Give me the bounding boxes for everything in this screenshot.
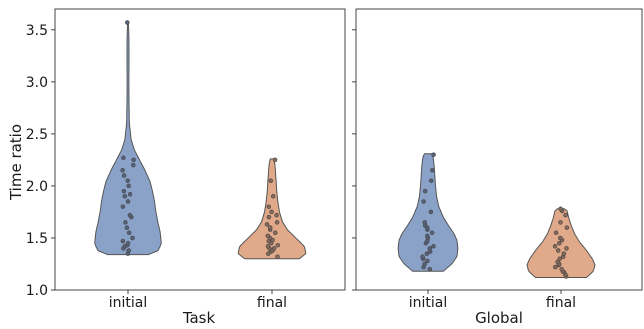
data-point [425,233,430,239]
data-point [271,246,277,251]
data-point [559,266,564,272]
data-point [557,240,562,246]
data-point [126,248,131,253]
y-axis-title: Time ratio [7,124,25,201]
y-tick-label: 3.5 [26,23,48,39]
data-point [266,214,272,220]
data-point [561,251,567,256]
data-point [130,235,135,241]
x-tick-label-final: final [257,295,287,311]
data-point [273,230,278,236]
data-point [121,173,127,178]
data-point [264,222,270,227]
data-point [274,220,280,225]
data-point [564,225,570,230]
data-point [552,244,558,249]
y-tick-label: 3.0 [26,75,48,91]
data-point [558,220,563,225]
data-point [120,168,125,173]
data-point [422,188,428,194]
data-point [123,220,128,225]
data-point [120,238,126,244]
data-point [125,20,130,25]
data-point [124,225,130,230]
panel-task: 1.0 1.5 2.0 2.5 3.0 3.5 initial final [26,8,346,311]
data-point [121,188,127,194]
data-point [270,194,276,199]
data-point [120,204,126,209]
data-point [267,225,273,230]
data-point [126,230,132,236]
data-point [555,259,560,265]
violin-final [237,158,307,260]
x-tick-label-initial: initial [109,295,148,311]
data-point [422,220,428,225]
data-point [275,254,280,259]
data-point [425,258,430,264]
violin-initial [397,153,459,272]
data-point [125,240,131,246]
data-point [122,194,128,199]
data-point [555,248,561,253]
x-axis-title-task: Task [182,309,216,327]
data-point [564,246,569,251]
data-point [563,212,568,218]
data-point [558,235,563,241]
data-point [427,266,433,272]
data-point [427,246,433,251]
y-tick-label: 2.0 [26,179,48,195]
y-tick-label: 2.5 [26,127,48,143]
data-point [126,183,131,189]
data-point [420,254,425,259]
data-point [265,244,271,249]
panel-frame [355,8,643,291]
x-tick-label-initial: initial [409,295,448,311]
data-point [558,206,563,212]
data-point [269,209,274,215]
data-point [553,264,558,270]
data-point [428,178,434,183]
data-point [430,168,435,173]
x-tick-label-final: final [546,295,576,311]
panel-frame [54,8,346,291]
data-point [268,178,274,183]
data-point [127,212,133,218]
data-point [127,192,133,197]
y-tick-label: 1.0 [26,283,48,299]
data-point [131,157,136,163]
data-point [266,204,272,209]
data-point [431,152,436,157]
data-point [421,199,426,204]
data-point [429,230,435,236]
data-point [125,199,131,204]
data-point [557,256,562,262]
violin-initial [94,22,162,256]
data-point [131,162,136,168]
data-point [274,212,279,218]
data-point [422,261,427,267]
panel-global: initial final [352,8,643,311]
x-axis-title-global: Global [475,309,523,327]
data-point [424,251,430,256]
y-tick-label: 1.5 [26,231,48,247]
data-point [431,244,436,249]
data-point [275,242,281,248]
data-point [265,233,271,239]
data-point [553,230,559,236]
data-point [125,178,131,183]
data-point [272,157,278,163]
data-point [121,155,126,161]
data-point [428,209,434,215]
